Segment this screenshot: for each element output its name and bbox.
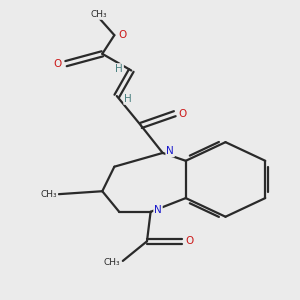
Text: O: O xyxy=(53,58,62,69)
Text: O: O xyxy=(118,30,126,40)
Text: CH₃: CH₃ xyxy=(41,190,57,199)
Text: O: O xyxy=(185,236,194,246)
Text: N: N xyxy=(154,206,162,215)
Text: N: N xyxy=(166,146,174,157)
Text: H: H xyxy=(124,94,132,104)
Text: O: O xyxy=(178,109,187,119)
Text: CH₃: CH₃ xyxy=(103,258,120,267)
Text: H: H xyxy=(115,64,123,74)
Text: CH₃: CH₃ xyxy=(90,10,107,19)
